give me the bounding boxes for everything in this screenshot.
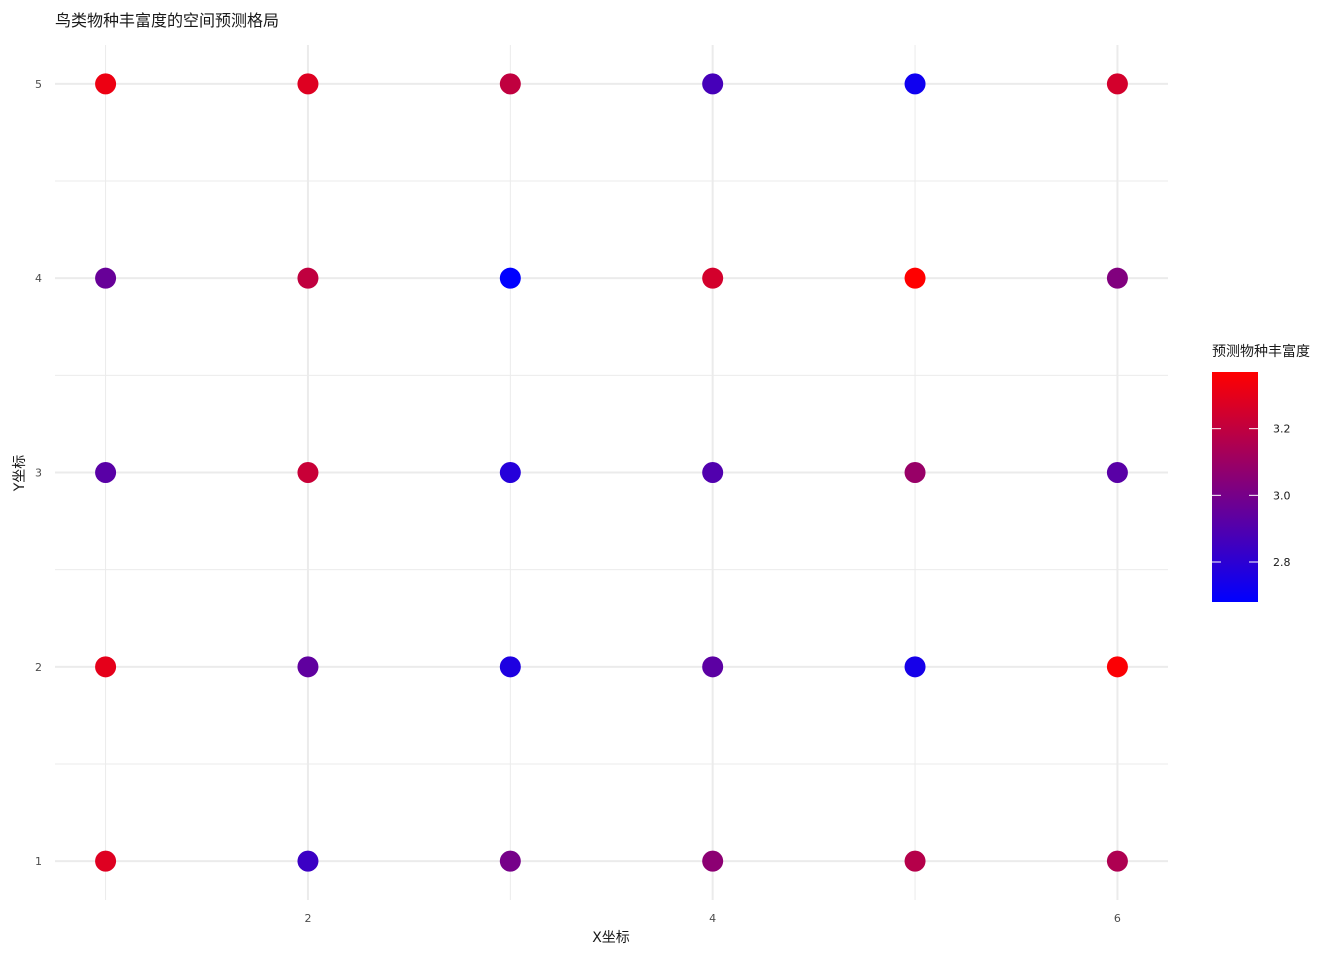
data-point xyxy=(702,462,724,483)
data-point xyxy=(297,267,319,289)
data-point xyxy=(499,850,521,872)
data-point xyxy=(904,462,926,483)
data-point xyxy=(1106,850,1128,872)
legend-colorbar xyxy=(1212,372,1258,602)
y-tick-label: 2 xyxy=(35,661,42,674)
data-point xyxy=(904,850,926,872)
data-point xyxy=(904,267,926,289)
data-point xyxy=(702,656,724,678)
legend-tick-label: 3.2 xyxy=(1273,423,1291,436)
data-point xyxy=(297,656,319,678)
data-point xyxy=(702,850,724,872)
data-point xyxy=(499,462,521,483)
data-point xyxy=(499,73,521,95)
data-points xyxy=(95,73,1128,872)
y-tick-label: 3 xyxy=(35,467,42,480)
data-point xyxy=(499,267,521,289)
data-point xyxy=(702,73,724,95)
x-axis-ticks: 2 4 6 xyxy=(304,912,1120,925)
data-point xyxy=(95,462,117,483)
chart-title: 鸟类物种丰富度的空间预测格局 xyxy=(55,11,279,30)
data-point xyxy=(297,462,319,483)
y-axis-title: Y坐标 xyxy=(12,455,28,493)
data-point xyxy=(297,73,319,95)
data-point xyxy=(1106,267,1128,289)
x-axis-title: X坐标 xyxy=(592,930,630,946)
data-point xyxy=(499,656,521,678)
y-axis-ticks: 1 2 3 4 5 xyxy=(35,78,42,868)
data-point xyxy=(702,267,724,289)
data-point xyxy=(904,73,926,95)
data-point xyxy=(95,267,117,289)
data-point xyxy=(1106,73,1128,95)
legend-tick-label: 2.8 xyxy=(1273,556,1291,569)
x-tick-label: 2 xyxy=(304,912,311,925)
data-point xyxy=(1106,656,1128,678)
data-point xyxy=(1106,462,1128,483)
legend-title: 预测物种丰富度 xyxy=(1212,343,1310,360)
color-legend: 预测物种丰富度 2.8 3.0 3.2 xyxy=(1212,343,1310,602)
data-point xyxy=(95,656,117,678)
data-point xyxy=(95,73,117,95)
data-point xyxy=(297,850,319,872)
x-tick-label: 4 xyxy=(709,912,716,925)
x-tick-label: 6 xyxy=(1114,912,1121,925)
plot-grid xyxy=(55,45,1168,900)
y-tick-label: 1 xyxy=(35,855,42,868)
data-point xyxy=(95,850,117,872)
y-tick-label: 5 xyxy=(35,78,42,91)
legend-ticks: 2.8 3.0 3.2 xyxy=(1212,423,1291,569)
data-point xyxy=(904,656,926,678)
y-tick-label: 4 xyxy=(35,272,42,285)
legend-tick-label: 3.0 xyxy=(1273,489,1291,502)
